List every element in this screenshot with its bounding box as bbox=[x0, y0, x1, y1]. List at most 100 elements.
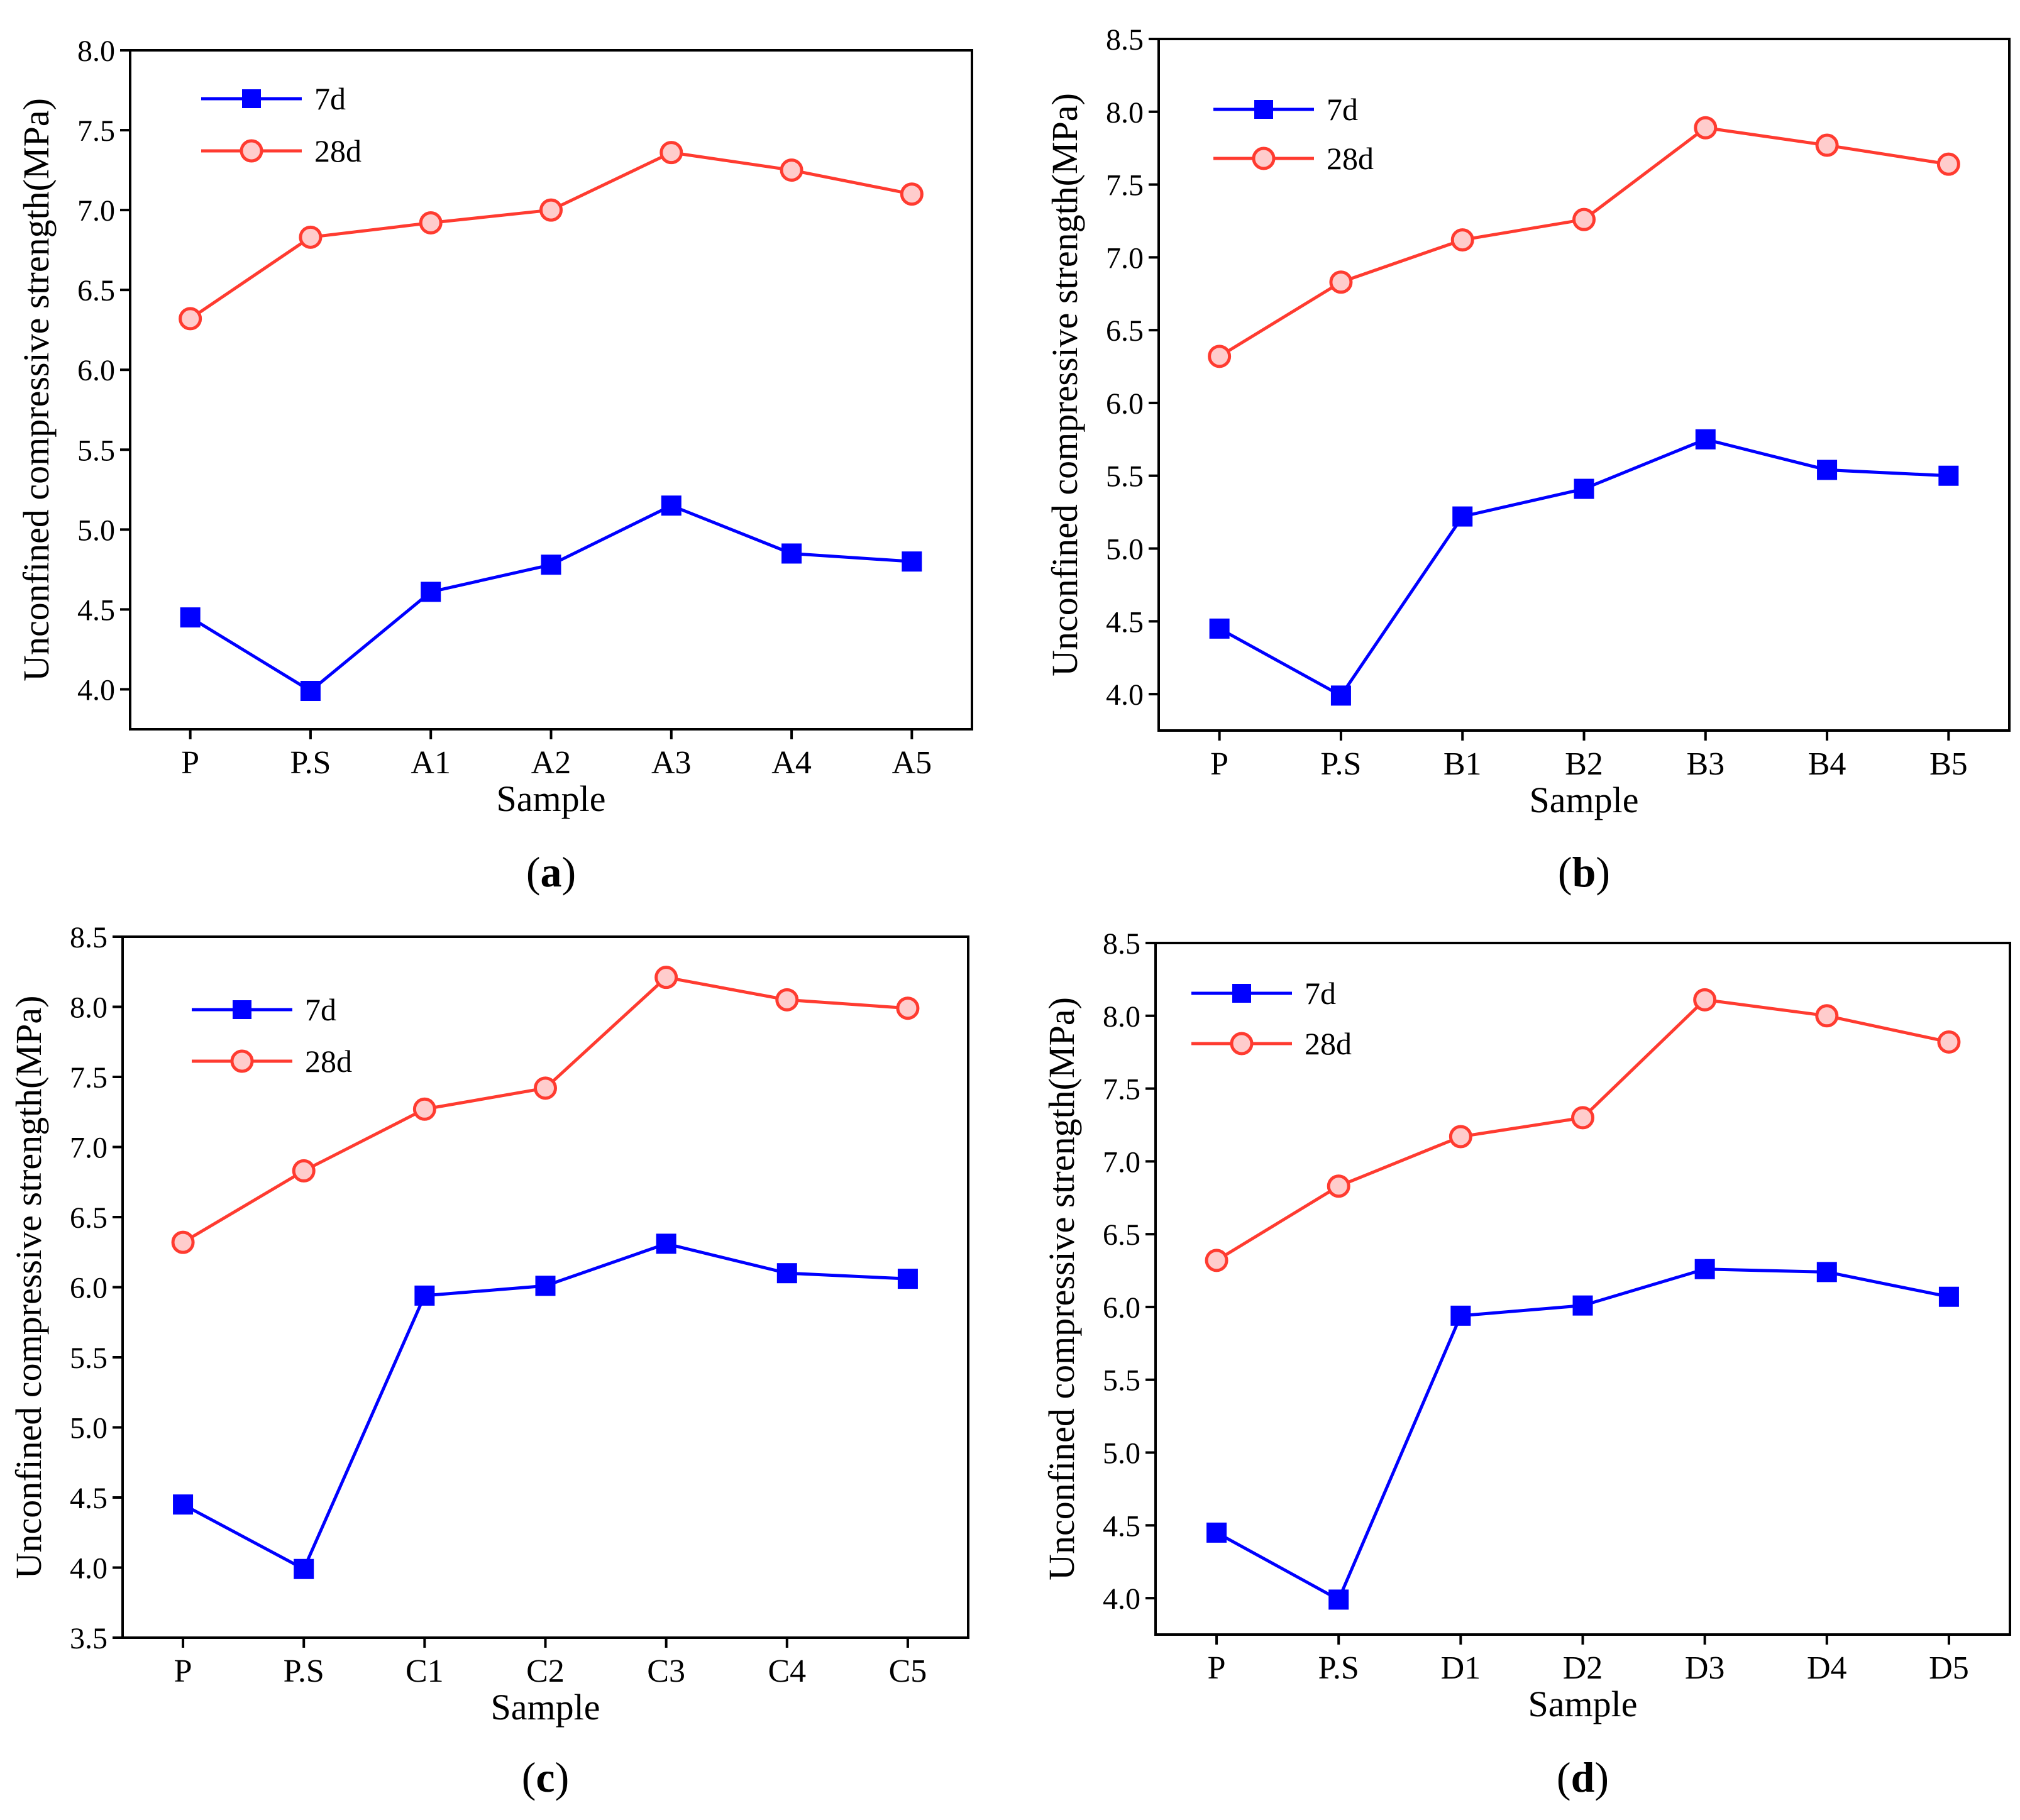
y-tick-label: 5.0 bbox=[1103, 1437, 1140, 1470]
data-point-7d bbox=[173, 1494, 194, 1515]
y-axis-title: Unconfined compressive strength(MPa) bbox=[1041, 997, 1082, 1580]
data-point-28d bbox=[299, 225, 323, 249]
x-tick-label: P bbox=[181, 745, 199, 781]
y-tick-label: 6.5 bbox=[70, 1201, 108, 1235]
y-tick-label: 4.0 bbox=[1103, 1582, 1140, 1616]
data-point-7d bbox=[661, 495, 682, 516]
data-point-28d bbox=[292, 1159, 316, 1183]
legend-marker-28d bbox=[1230, 1032, 1254, 1056]
data-point-28d bbox=[1815, 1004, 1839, 1028]
x-tick-label: C2 bbox=[526, 1653, 565, 1689]
data-point-7d bbox=[414, 1285, 435, 1306]
plot-frame bbox=[1154, 942, 2011, 1636]
legend-marker-28d bbox=[230, 1049, 254, 1073]
x-axis-title: Sample bbox=[1528, 1684, 1638, 1724]
y-tick-label: 4.5 bbox=[1103, 1509, 1140, 1543]
x-tick-label: P bbox=[1208, 1650, 1226, 1686]
data-point-7d bbox=[1572, 1295, 1593, 1316]
data-point-28d bbox=[171, 1230, 195, 1254]
panel-label: (d) bbox=[1557, 1753, 1609, 1801]
data-point-7d bbox=[1816, 1262, 1837, 1282]
panel-label-close: ) bbox=[1596, 848, 1610, 896]
data-point-28d bbox=[1329, 270, 1353, 294]
x-tick-label: C4 bbox=[768, 1653, 806, 1689]
data-point-7d bbox=[1452, 506, 1473, 527]
y-tick-label: 7.0 bbox=[70, 1132, 108, 1165]
legend-marker-7d bbox=[1232, 984, 1251, 1003]
y-tick-label: 5.0 bbox=[70, 1412, 108, 1445]
legend-label-7d: 7d bbox=[1327, 92, 1358, 127]
y-tick-label: 8.5 bbox=[1103, 927, 1140, 961]
y-tick-label: 5.5 bbox=[77, 434, 115, 467]
x-tick-label: D3 bbox=[1685, 1650, 1725, 1686]
y-tick-label: 5.5 bbox=[70, 1342, 108, 1375]
data-point-7d bbox=[776, 1263, 797, 1284]
x-axis-title: Sample bbox=[1530, 780, 1639, 820]
legend-label-28d: 28d bbox=[314, 133, 362, 168]
x-tick-label: A3 bbox=[651, 745, 692, 781]
x-tick-label: D5 bbox=[1929, 1650, 1969, 1686]
legend-marker-7d bbox=[1254, 100, 1273, 119]
legend-label-7d: 7d bbox=[305, 992, 336, 1027]
x-tick-label: B1 bbox=[1443, 746, 1482, 782]
chart-panel-b: 4.0 4.5 5.0 5.5 6.0 6.5 7.0 7.5 8.0 8.5 P P.S B1 B2 B3… bbox=[1044, 23, 2011, 896]
panel-label-open: ( bbox=[522, 1753, 536, 1801]
y-tick-label: 8.0 bbox=[1106, 96, 1144, 130]
y-tick-label: 8.5 bbox=[1106, 23, 1144, 57]
legend-marker-28d bbox=[1252, 146, 1276, 170]
x-tick-label: D1 bbox=[1441, 1650, 1481, 1686]
y-tick-label: 8.0 bbox=[1103, 1000, 1140, 1034]
y-tick-label: 6.0 bbox=[77, 354, 115, 387]
y-tick-label: 4.5 bbox=[1106, 605, 1144, 639]
y-tick-label: 8.0 bbox=[70, 991, 108, 1025]
data-point-7d bbox=[421, 582, 441, 602]
data-point-7d bbox=[1817, 460, 1838, 480]
series-line-7d bbox=[1218, 438, 1949, 698]
data-point-7d bbox=[294, 1558, 314, 1579]
x-tick-label: P bbox=[174, 1653, 192, 1689]
panel-label-letter: a bbox=[541, 848, 562, 896]
data-point-7d bbox=[1328, 1589, 1349, 1610]
x-tick-label: P bbox=[1210, 746, 1228, 782]
data-point-7d bbox=[180, 607, 201, 628]
data-point-28d bbox=[539, 198, 563, 222]
x-tick-label: B5 bbox=[1929, 746, 1968, 782]
data-point-28d bbox=[412, 1097, 436, 1121]
panel-label-open: ( bbox=[1557, 1753, 1571, 1801]
y-axis-title: Unconfined compressive strength(MPa) bbox=[16, 98, 57, 681]
data-point-7d bbox=[1694, 1259, 1715, 1279]
y-tick-label: 6.5 bbox=[1103, 1218, 1140, 1252]
y-tick-label: 7.0 bbox=[1103, 1145, 1140, 1179]
x-tick-label: P.S bbox=[290, 745, 331, 781]
y-tick-label: 8.5 bbox=[70, 921, 108, 954]
panel-label-letter: d bbox=[1571, 1753, 1595, 1801]
y-tick-label: 4.5 bbox=[77, 593, 115, 627]
x-tick-label: P.S bbox=[1318, 1650, 1359, 1686]
panel-label-close: ) bbox=[555, 1753, 570, 1801]
y-axis-title: Unconfined compressive strength(MPa) bbox=[8, 996, 49, 1579]
x-tick-label: A4 bbox=[771, 745, 812, 781]
x-tick-label: C5 bbox=[889, 1653, 927, 1689]
x-tick-label: D2 bbox=[1563, 1650, 1603, 1686]
data-point-28d bbox=[1694, 116, 1718, 140]
legend-label-28d: 28d bbox=[1327, 141, 1374, 176]
data-point-7d bbox=[1330, 685, 1351, 706]
data-point-28d bbox=[1571, 1106, 1594, 1130]
y-tick-label: 4.5 bbox=[70, 1482, 108, 1515]
data-point-28d bbox=[654, 966, 678, 990]
y-tick-label: 8.0 bbox=[77, 35, 115, 68]
x-tick-label: P.S bbox=[284, 1653, 324, 1689]
data-point-7d bbox=[1938, 465, 1959, 486]
x-tick-label: C1 bbox=[406, 1653, 444, 1689]
legend-label-28d: 28d bbox=[1305, 1026, 1352, 1061]
panel-label-open: ( bbox=[526, 848, 541, 896]
panel-label-letter: b bbox=[1572, 848, 1596, 896]
data-point-28d bbox=[179, 307, 202, 331]
legend-label-28d: 28d bbox=[305, 1044, 352, 1079]
y-tick-label: 4.0 bbox=[77, 673, 115, 707]
data-point-7d bbox=[781, 543, 802, 564]
y-tick-label: 7.5 bbox=[70, 1061, 108, 1095]
y-tick-label: 6.5 bbox=[1106, 314, 1144, 348]
